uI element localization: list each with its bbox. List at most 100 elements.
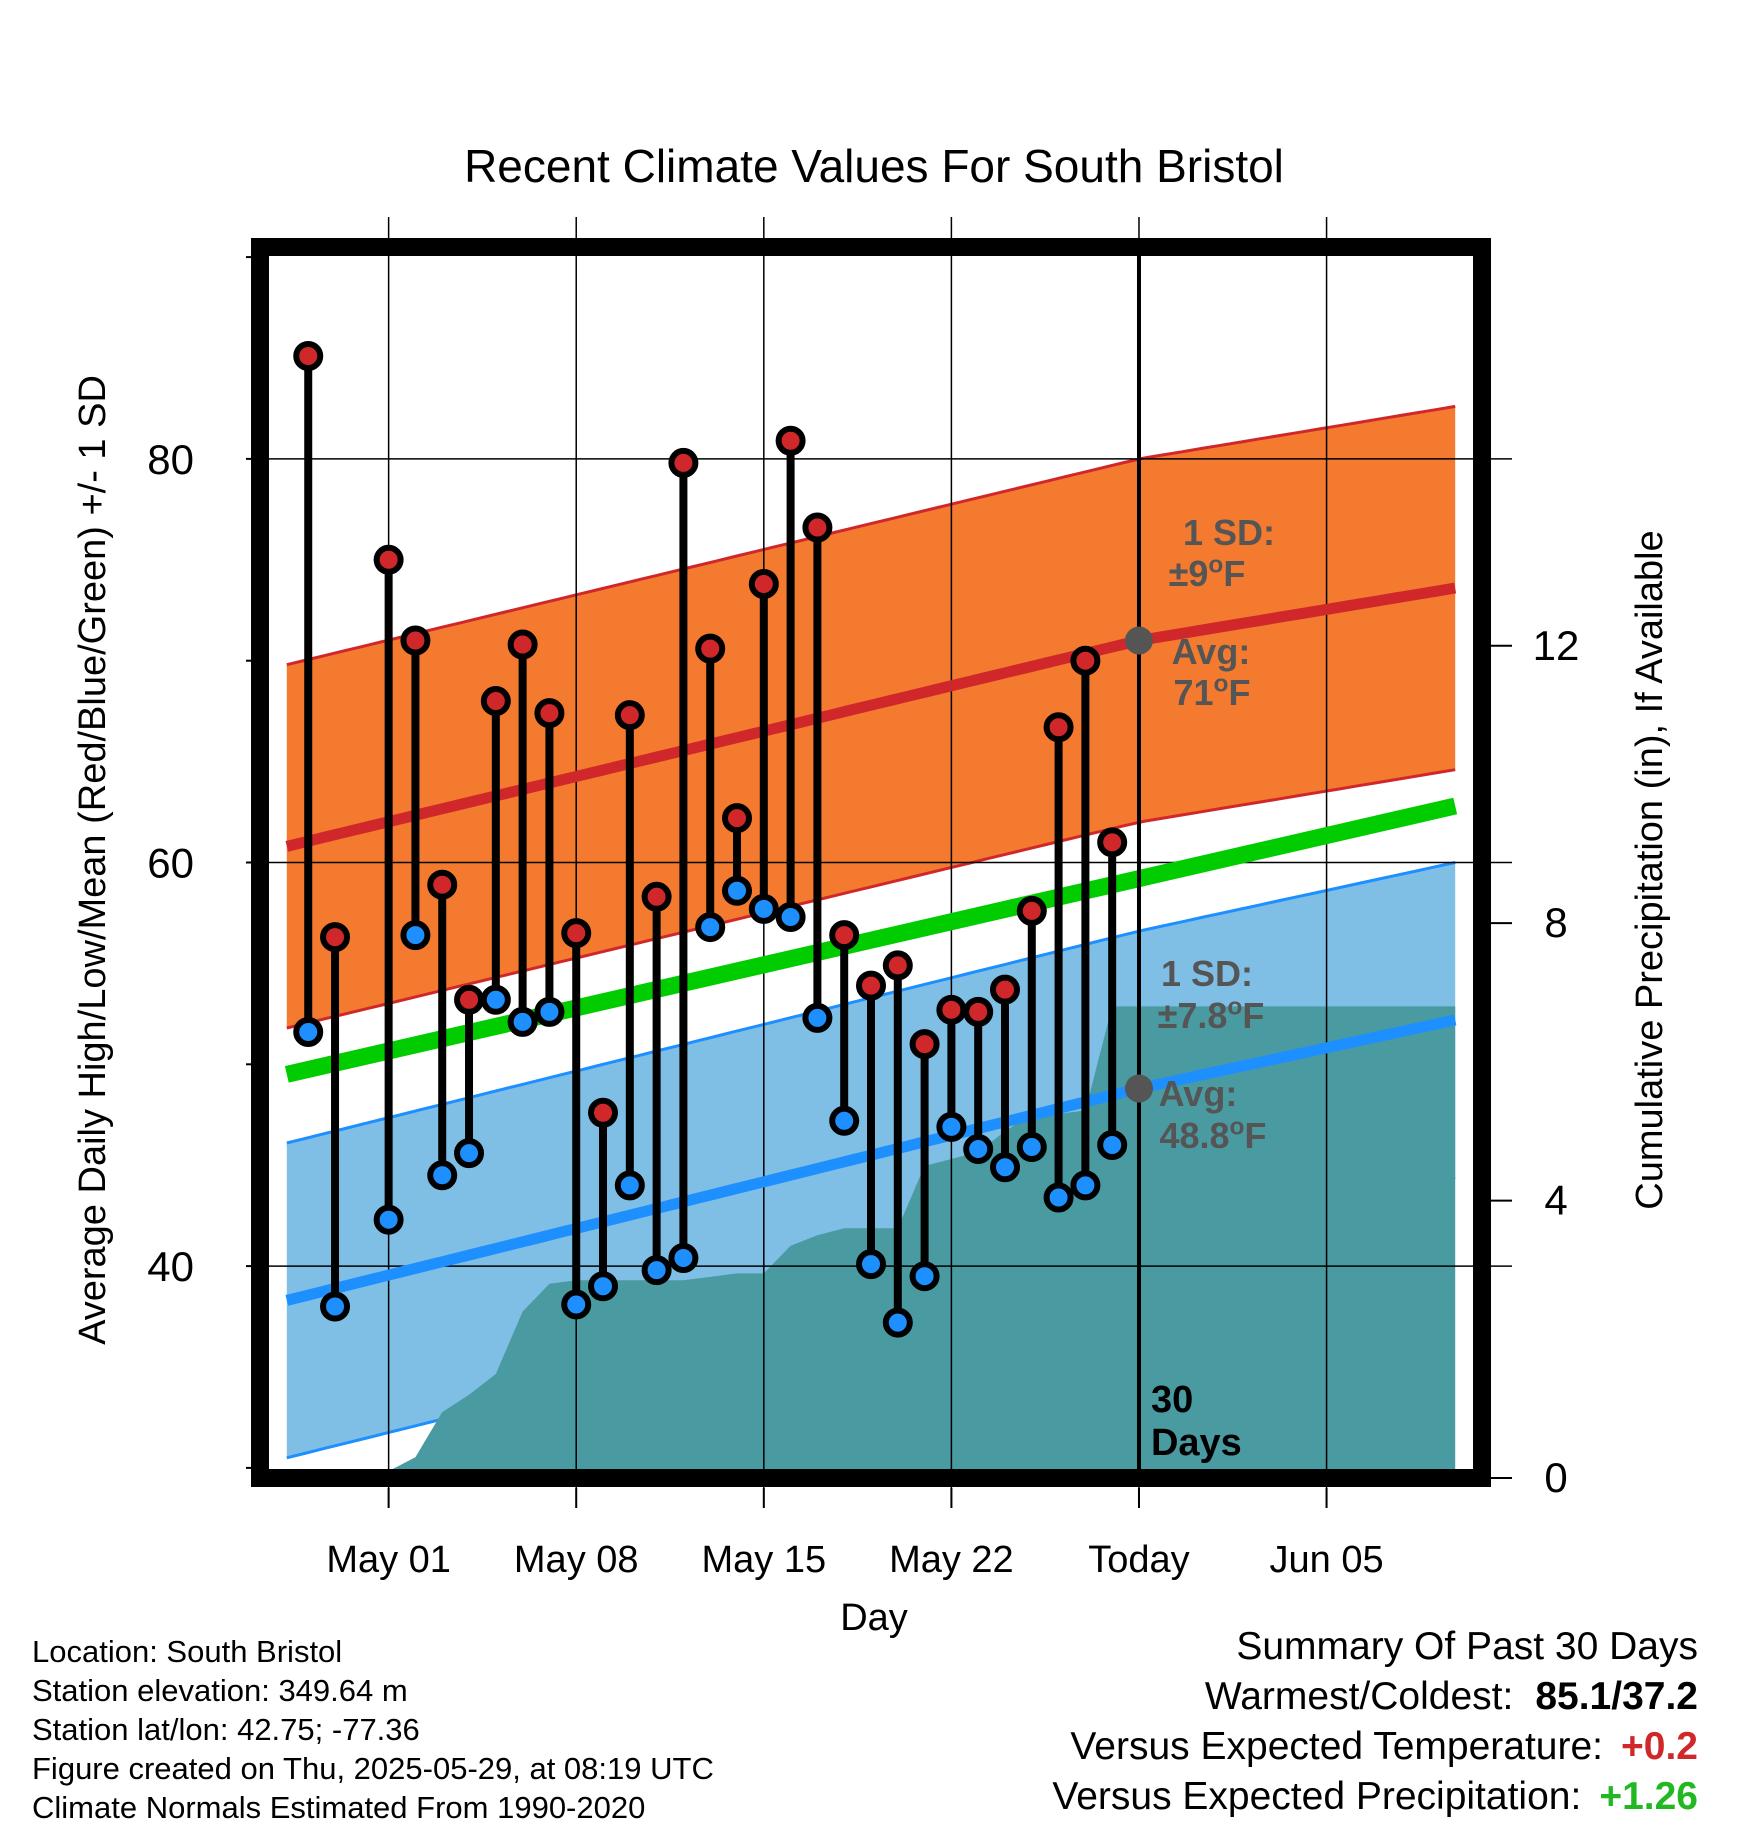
daily-low-point xyxy=(561,1289,592,1320)
daily-high-point xyxy=(614,700,645,731)
summary-panel: Summary Of Past 30 Days Warmest/Coldest:… xyxy=(1052,1622,1698,1822)
station-info: Location: South Bristol Station elevatio… xyxy=(32,1632,714,1827)
precip-label: Versus Expected Precipitation: xyxy=(1052,1775,1582,1818)
daily-high-point xyxy=(989,974,1020,1005)
daily-high-point xyxy=(1016,895,1047,926)
daily-low-point xyxy=(588,1271,619,1302)
daily-high-point xyxy=(829,920,860,951)
daily-low-point xyxy=(480,984,511,1015)
elevation-text: Station elevation: 349.64 m xyxy=(32,1673,408,1708)
daily-low-point xyxy=(1097,1130,1128,1161)
today-high-avg-dot xyxy=(1124,626,1153,655)
daily-high-point xyxy=(480,686,511,717)
summary-temp-row: Versus Expected Temperature: +0.2 xyxy=(1052,1722,1698,1772)
cumulative-precip-area xyxy=(260,1006,1456,1478)
daily-high-point xyxy=(1043,712,1074,743)
daily-low-point xyxy=(936,1111,967,1142)
x-tick-label: Today xyxy=(1088,1539,1189,1581)
x-tick-label: May 01 xyxy=(326,1539,451,1581)
daily-low-point xyxy=(320,1291,351,1322)
precip-value: +1.26 xyxy=(1599,1775,1698,1818)
daily-high-point xyxy=(748,569,779,600)
daily-high-point xyxy=(561,918,592,949)
normals-text: Climate Normals Estimated From 1990-2020 xyxy=(32,1790,646,1825)
chart-title: Recent Climate Values For South Bristol xyxy=(464,140,1284,192)
x-tick-label: May 08 xyxy=(514,1539,639,1581)
daily-low-point xyxy=(1043,1182,1074,1213)
daily-high-point xyxy=(1070,645,1101,676)
daily-low-point xyxy=(802,1002,833,1033)
daily-low-point xyxy=(722,875,753,906)
high-sd-value: ±9oF xyxy=(1169,552,1246,594)
summary-warmest-row: Warmest/Coldest: 85.1/37.2 xyxy=(1052,1672,1698,1722)
today-days-number: 30 xyxy=(1151,1379,1193,1421)
daily-high-point xyxy=(722,803,753,834)
y2-tick-label: 4 xyxy=(1544,1177,1567,1224)
y2-axis-label: Cumulative Precipitation (in), If Availa… xyxy=(1629,530,1671,1209)
y-axis-label: Average Daily High/Low/Mean (Red/Blue/Gr… xyxy=(72,375,114,1345)
daily-low-point xyxy=(400,920,431,951)
latlon-text: Station lat/lon: 42.75; -77.36 xyxy=(32,1712,420,1747)
normal-high-upper-edge xyxy=(286,404,1456,667)
daily-low-point xyxy=(668,1243,699,1274)
daily-high-point xyxy=(400,625,431,656)
x-tick-label: Jun 05 xyxy=(1270,1539,1384,1581)
normal-high-band xyxy=(286,406,1456,1028)
temp-value: +0.2 xyxy=(1621,1725,1698,1768)
normal-mean-line xyxy=(284,797,1458,1083)
warmest-label: Warmest/Coldest: xyxy=(1204,1675,1514,1718)
daily-low-point xyxy=(373,1204,404,1235)
daily-high-point xyxy=(427,869,458,900)
daily-low-point xyxy=(882,1307,913,1338)
x-axis-label: Day xyxy=(840,1597,908,1639)
high-avg-value: 71oF xyxy=(1173,671,1250,713)
daily-low-point xyxy=(775,901,806,932)
daily-low-point xyxy=(989,1152,1020,1183)
daily-low-point xyxy=(695,912,726,943)
y-tick-label: 60 xyxy=(147,840,194,887)
normal-high-mean-line xyxy=(285,582,1457,852)
daily-high-point xyxy=(1097,827,1128,858)
low-sd-value: ±7.8oF xyxy=(1158,994,1265,1036)
low-avg-value: 48.8oF xyxy=(1159,1114,1266,1156)
daily-high-point xyxy=(373,544,404,575)
daily-low-point xyxy=(963,1134,994,1165)
today-days-label: Days xyxy=(1151,1422,1242,1464)
y-tick-label: 40 xyxy=(147,1243,194,1290)
today-low-avg-dot xyxy=(1124,1074,1153,1103)
daily-low-point xyxy=(614,1170,645,1201)
daily-low-point xyxy=(641,1255,672,1286)
daily-low-point xyxy=(748,893,779,924)
daily-low-point xyxy=(1016,1132,1047,1163)
x-tick-label: May 22 xyxy=(889,1539,1014,1581)
daily-high-point xyxy=(507,629,538,660)
daily-low-point xyxy=(507,1006,538,1037)
x-tick-label: May 15 xyxy=(701,1539,826,1581)
daily-high-point xyxy=(882,950,913,981)
daily-low-point xyxy=(856,1249,886,1280)
low-sd-label: 1 SD: xyxy=(1161,953,1253,994)
daily-high-point xyxy=(454,984,485,1015)
y2-tick-label: 8 xyxy=(1544,899,1567,946)
daily-low-point xyxy=(534,996,565,1027)
daily-high-point xyxy=(936,994,967,1025)
high-sd-label: 1 SD: xyxy=(1183,512,1275,553)
y2-tick-label: 0 xyxy=(1544,1454,1567,1501)
location-text: Location: South Bristol xyxy=(32,1634,343,1669)
normal-high-lower-edge xyxy=(286,768,1456,1030)
daily-high-point xyxy=(320,922,351,953)
temp-label: Versus Expected Temperature: xyxy=(1070,1725,1603,1768)
daily-high-point xyxy=(775,425,806,456)
daily-low-point xyxy=(1070,1170,1101,1201)
daily-low-point xyxy=(909,1261,940,1292)
low-avg-label: Avg: xyxy=(1159,1073,1238,1114)
daily-high-point xyxy=(856,970,886,1001)
daily-high-point xyxy=(909,1029,940,1060)
daily-high-point xyxy=(588,1097,619,1128)
daily-high-point xyxy=(695,633,726,664)
daily-low-point xyxy=(293,1017,324,1048)
daily-high-point xyxy=(293,340,324,371)
warmest-value: 85.1/37.2 xyxy=(1535,1675,1698,1718)
summary-precip-row: Versus Expected Precipitation: +1.26 xyxy=(1052,1772,1698,1822)
